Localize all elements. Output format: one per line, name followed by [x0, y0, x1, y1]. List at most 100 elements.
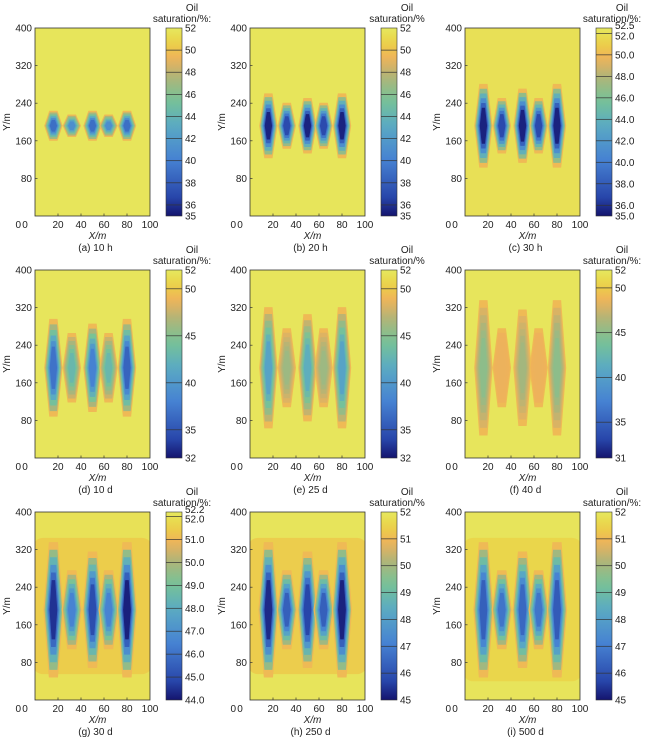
fracture-contour — [498, 350, 506, 385]
colorbar-tick-label: 48.0 — [615, 72, 635, 83]
colorbar-tick-label: 40.0 — [615, 158, 635, 169]
y-tick-label: 0 — [15, 462, 21, 473]
panel-caption: (h) 250 d — [290, 727, 330, 737]
y-tick-label: 400 — [15, 266, 32, 277]
fracture-contour — [518, 342, 527, 394]
fracture-contour — [123, 346, 131, 389]
fracture-contour — [319, 350, 328, 385]
x-tick-label: 40 — [505, 704, 517, 715]
panel-h: 0 20 40 60 80 100 0 80 160 240 320 400 X/m Y/m (h) 250… — [217, 487, 425, 737]
y-tick-label: 240 — [15, 341, 32, 352]
y-tick-label: 0 — [445, 462, 451, 473]
y-tick-label: 160 — [230, 136, 247, 147]
y-tick-label: 320 — [230, 303, 247, 314]
panel-e: 0 20 40 60 80 100 0 80 160 240 320 400 X/m Y/m (e) 25 … — [217, 245, 425, 496]
panel-caption: (c) 30 h — [509, 243, 543, 254]
plot-frame — [464, 269, 581, 459]
fracture-contour — [49, 346, 58, 389]
fracture-2 — [277, 102, 296, 149]
colorbar-tick-label: 35 — [185, 425, 197, 436]
colorbar-gradient — [595, 269, 613, 459]
x-tick-label: 80 — [336, 220, 348, 231]
fracture-4 — [528, 570, 549, 650]
x-tick-label: 20 — [267, 462, 279, 473]
fracture-contour — [498, 114, 506, 138]
fracture-1 — [259, 93, 278, 159]
colorbar-tick-label: 52 — [400, 508, 412, 519]
colorbar-tick-label: 46 — [185, 90, 197, 101]
panel-caption: (e) 25 d — [293, 485, 327, 496]
x-tick-label: 100 — [142, 462, 159, 473]
colorbar-tick-label: 38.0 — [615, 179, 635, 190]
colorbar: 52.552.0 50.0 48.0 46.0 44.0 42.0 40.0 38.0 36.0… — [583, 3, 641, 223]
fracture-contour — [479, 338, 488, 398]
colorbar-tick-label: 31 — [615, 454, 627, 465]
colorbar-tick-label: 44.0 — [185, 696, 205, 707]
colorbar-tick-label: 52 — [615, 266, 627, 277]
x-tick-label: 40 — [75, 704, 87, 715]
panel-f: 0 20 40 60 80 100 0 80 160 240 320 400 X/m Y/m (f) 40 … — [432, 245, 641, 496]
fracture-1 — [43, 542, 64, 678]
fracture-contour — [497, 592, 506, 627]
colorbar-gradient — [380, 27, 398, 217]
colorbar-tick-label: 50 — [185, 46, 197, 57]
colorbar-title-line2: saturation/%: — [153, 498, 211, 509]
y-axis-label: Y/m — [2, 597, 13, 615]
fracture-contour — [68, 352, 76, 383]
y-tick-label: 320 — [230, 545, 247, 556]
x-tick-label: 40 — [290, 220, 302, 231]
colorbar-tick-label: 49.0 — [185, 581, 205, 592]
colorbar-title-line1: Oil — [186, 3, 198, 14]
y-axis-label: Y/m — [217, 355, 228, 373]
y-tick-label: 240 — [230, 99, 247, 110]
y-tick-label: 240 — [445, 99, 462, 110]
colorbar-tick-label: 46.0 — [185, 650, 205, 661]
y-tick-label: 400 — [445, 266, 462, 277]
fracture-3 — [513, 309, 532, 427]
colorbar-gradient — [165, 27, 183, 217]
fracture-1 — [44, 110, 63, 141]
colorbar-title-line2: saturation/%: — [583, 14, 641, 25]
fracture-5 — [117, 318, 137, 417]
colorbar-tick-label: 32 — [185, 454, 197, 465]
y-tick-label: 240 — [230, 341, 247, 352]
y-tick-label: 240 — [445, 583, 462, 594]
colorbar-title-line1: Oil — [616, 487, 628, 498]
colorbar-title-line2: saturation/%: — [583, 498, 641, 509]
fracture-contour — [49, 119, 58, 132]
x-tick-label: 20 — [52, 704, 64, 715]
y-tick-label: 160 — [230, 620, 247, 631]
plot-frame — [249, 269, 366, 459]
panel-caption: (g) 30 d — [78, 727, 112, 737]
y-tick-label: 400 — [15, 508, 32, 519]
colorbar-title-line1: Oil — [616, 3, 628, 14]
colorbar-title-line1: Oil — [616, 245, 628, 256]
colorbar-tick-label: 42 — [185, 134, 197, 145]
x-tick-label: 40 — [505, 220, 517, 231]
x-tick-label: 0 — [237, 704, 243, 715]
x-axis-label: X/m — [303, 473, 322, 484]
fracture-contour — [49, 580, 58, 640]
fracture-2 — [277, 328, 296, 408]
fracture-contour — [319, 592, 328, 627]
colorbar-tick-label: 36.0 — [615, 201, 635, 212]
fracture-contour — [104, 352, 113, 383]
colorbar-tick-label: 52.0 — [185, 515, 205, 526]
fracture-4 — [99, 114, 118, 138]
y-tick-label: 80 — [451, 658, 463, 669]
fracture-5 — [546, 542, 568, 678]
plot-frame — [464, 27, 581, 217]
fracture-3 — [82, 551, 103, 669]
x-tick-label: 20 — [482, 462, 494, 473]
fracture-5 — [547, 83, 567, 168]
x-tick-label: 60 — [528, 462, 540, 473]
colorbar-gradient — [595, 511, 613, 701]
fracture-1 — [474, 300, 493, 436]
y-tick-label: 160 — [15, 620, 32, 631]
colorbar-tick-label: 32 — [400, 454, 412, 465]
x-tick-label: 0 — [22, 704, 28, 715]
fracture-2 — [492, 98, 511, 154]
fracture-5 — [332, 307, 352, 429]
y-tick-label: 0 — [230, 220, 236, 231]
